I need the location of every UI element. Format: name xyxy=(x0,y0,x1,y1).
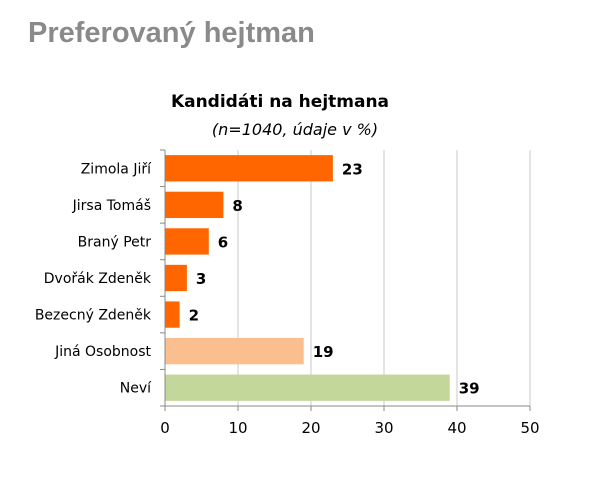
bar-2 xyxy=(165,191,224,219)
category-label: Bezecný Zdeněk xyxy=(35,308,152,324)
bar-3 xyxy=(165,228,209,255)
data-label: 19 xyxy=(313,343,334,361)
category-label: Dvořák Zdeněk xyxy=(44,271,152,287)
x-tick-label: 40 xyxy=(447,419,466,437)
chart-subtitle: (n=1040, údaje v %) xyxy=(211,120,379,139)
category-label: Jiná Osobnost xyxy=(54,344,151,360)
data-label: 6 xyxy=(218,233,228,251)
data-label: 8 xyxy=(232,197,242,215)
bar-6 xyxy=(165,337,304,365)
bars xyxy=(165,155,450,401)
x-tick-label: 50 xyxy=(520,419,539,437)
category-label: Jirsa Tomáš xyxy=(72,198,151,214)
gridlines xyxy=(237,150,531,406)
data-label: 3 xyxy=(196,270,206,288)
bar-1 xyxy=(165,155,333,182)
x-tick-label: 20 xyxy=(301,419,320,437)
chart-title: Kandidáti na hejtmana xyxy=(170,92,390,112)
axes xyxy=(160,149,531,411)
data-label: 23 xyxy=(342,160,363,178)
bar-5 xyxy=(165,301,180,328)
page-title: Preferovaný hejtman xyxy=(28,17,315,49)
x-tick-label: 0 xyxy=(160,419,170,437)
data-label: 39 xyxy=(459,380,480,398)
bar-7 xyxy=(165,374,450,401)
data-label: 2 xyxy=(189,307,199,325)
bar-4 xyxy=(165,264,187,292)
category-label: Neví xyxy=(120,381,152,397)
x-tick-label: 10 xyxy=(228,419,247,437)
category-label: Zimola Jiří xyxy=(81,161,152,177)
category-label: Braný Petr xyxy=(78,234,152,250)
x-tick-label: 30 xyxy=(374,419,393,437)
